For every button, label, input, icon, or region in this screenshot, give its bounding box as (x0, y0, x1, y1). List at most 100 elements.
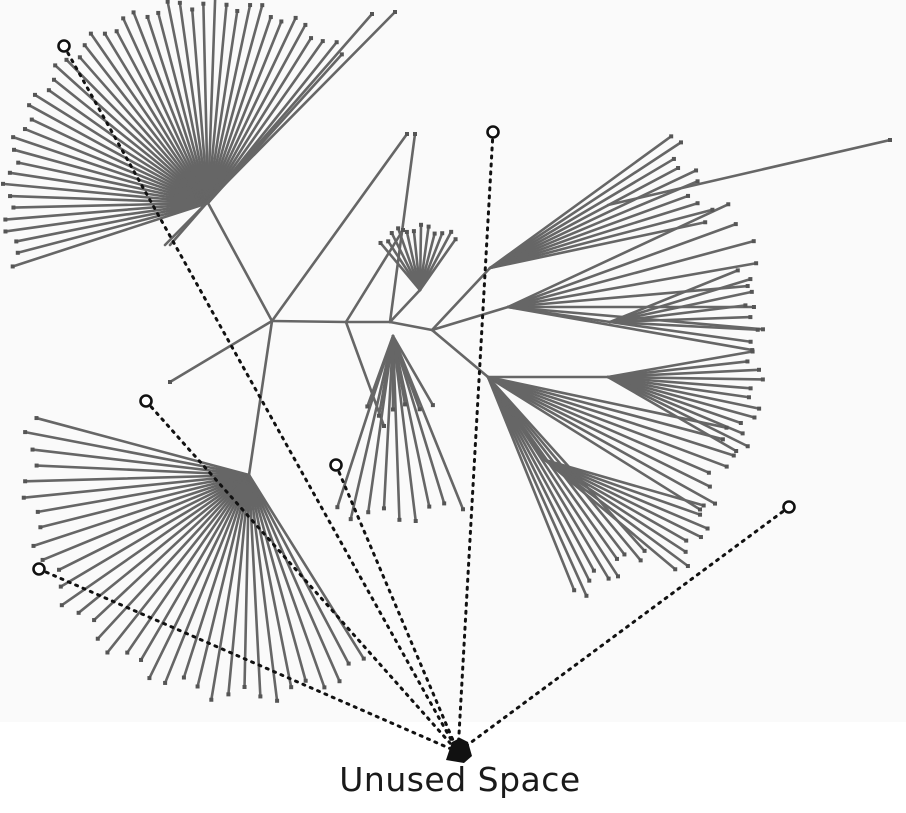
leaf-node (432, 231, 437, 236)
leaf-edge (608, 304, 747, 324)
leaf-node (163, 680, 168, 685)
leaf-edge (47, 88, 210, 205)
tree-edge (388, 288, 422, 324)
leaf-node (268, 15, 273, 20)
leaf-node (34, 416, 39, 421)
leaf-edge (83, 43, 210, 205)
leaf-node (405, 132, 409, 136)
tree-edge (344, 320, 386, 428)
leaf-edge (103, 32, 210, 205)
leaf-node (51, 77, 56, 82)
leaf-node (361, 656, 366, 661)
leaf-edge (488, 135, 673, 270)
leaf-edge (206, 3, 252, 205)
leaf-node (587, 578, 592, 583)
leaf-node (684, 538, 689, 543)
leaf-edge (606, 375, 751, 399)
leaf-edge (163, 473, 251, 685)
leaf-edge (391, 334, 418, 523)
leaf-node (743, 303, 748, 308)
leaf-edge (247, 473, 326, 689)
leaf-node (82, 43, 87, 48)
leaf-node (53, 63, 58, 68)
leaf-node (404, 229, 409, 234)
leaf-node (102, 31, 107, 36)
leaf-edge (486, 375, 588, 598)
leaf-node (710, 207, 715, 212)
leaf-edge (115, 29, 210, 205)
leaf-edge (486, 375, 619, 561)
leaf-edge (8, 194, 210, 205)
leaf-edge (247, 473, 366, 660)
leaf-edge (488, 141, 683, 270)
leaf-edge (11, 135, 210, 205)
leaf-edge (139, 473, 251, 662)
leaf-edge (488, 201, 699, 270)
leaf-node (181, 675, 186, 680)
tree-nodes (1, 0, 892, 703)
leaf-node (320, 39, 325, 44)
leaf-node (29, 117, 34, 122)
dotted-link (456, 130, 495, 754)
leaf-node (748, 386, 753, 391)
leaf-edge (247, 473, 341, 683)
leaf-edge (132, 11, 210, 205)
leaf-node (10, 264, 15, 269)
leaf-edge (168, 12, 374, 247)
leaf-node (669, 134, 674, 139)
leaf-edge (488, 166, 680, 270)
leaf-edge (486, 375, 610, 580)
leaf-edge (89, 32, 210, 205)
leaf-edge (506, 202, 730, 309)
leaf-edge (506, 222, 738, 309)
leaf-edge (206, 16, 297, 205)
leaf-edge (11, 201, 210, 268)
tree-edge (270, 132, 409, 323)
unused-space-hub-node (446, 738, 472, 763)
leaf-edge (33, 93, 210, 205)
leaf-node (584, 593, 589, 598)
leaf-node (396, 226, 401, 231)
tree-edge (388, 320, 434, 332)
leaf-node (413, 518, 418, 523)
leaf-node (339, 52, 344, 57)
leaf-edge (125, 473, 251, 654)
leaf-edge (65, 58, 210, 205)
leaf-edge (486, 375, 702, 511)
leaf-edge (606, 375, 743, 425)
leaf-edge (391, 334, 421, 411)
leaf-node (706, 470, 711, 475)
leaf-edge (608, 320, 752, 344)
leaf-node (12, 147, 17, 152)
leaf-edge (53, 64, 210, 205)
leaf-edge (391, 334, 446, 505)
leaf-edge (92, 473, 251, 622)
leaf-edge (506, 284, 749, 309)
leaf-node (738, 420, 743, 425)
leaf-edge (206, 20, 283, 205)
leaf-edge (486, 375, 576, 592)
unused-space-label: Unused Space (339, 760, 581, 799)
leaf-node (748, 315, 753, 320)
leaf-edge (206, 9, 239, 205)
leaf-edge (27, 103, 210, 205)
leaf-node (30, 447, 35, 452)
leaf-edge (22, 473, 251, 500)
leaf-node (713, 501, 718, 506)
leaf-node (888, 138, 892, 142)
leaf-node (745, 284, 750, 289)
leaf-node (683, 549, 688, 554)
leaf-node (417, 407, 422, 412)
leaf-edge (36, 473, 251, 514)
leaf-node (695, 179, 700, 184)
leaf-node (757, 367, 762, 372)
unused-space-hub (446, 738, 472, 763)
leaf-edge (247, 473, 307, 683)
leaf-edge (391, 334, 435, 407)
unused-space-markers (32, 39, 796, 576)
leaf-node (749, 289, 754, 294)
tree-edge (206, 201, 274, 323)
leaf-node (393, 10, 397, 14)
leaf-node (40, 557, 45, 562)
leaf-node (442, 501, 447, 506)
